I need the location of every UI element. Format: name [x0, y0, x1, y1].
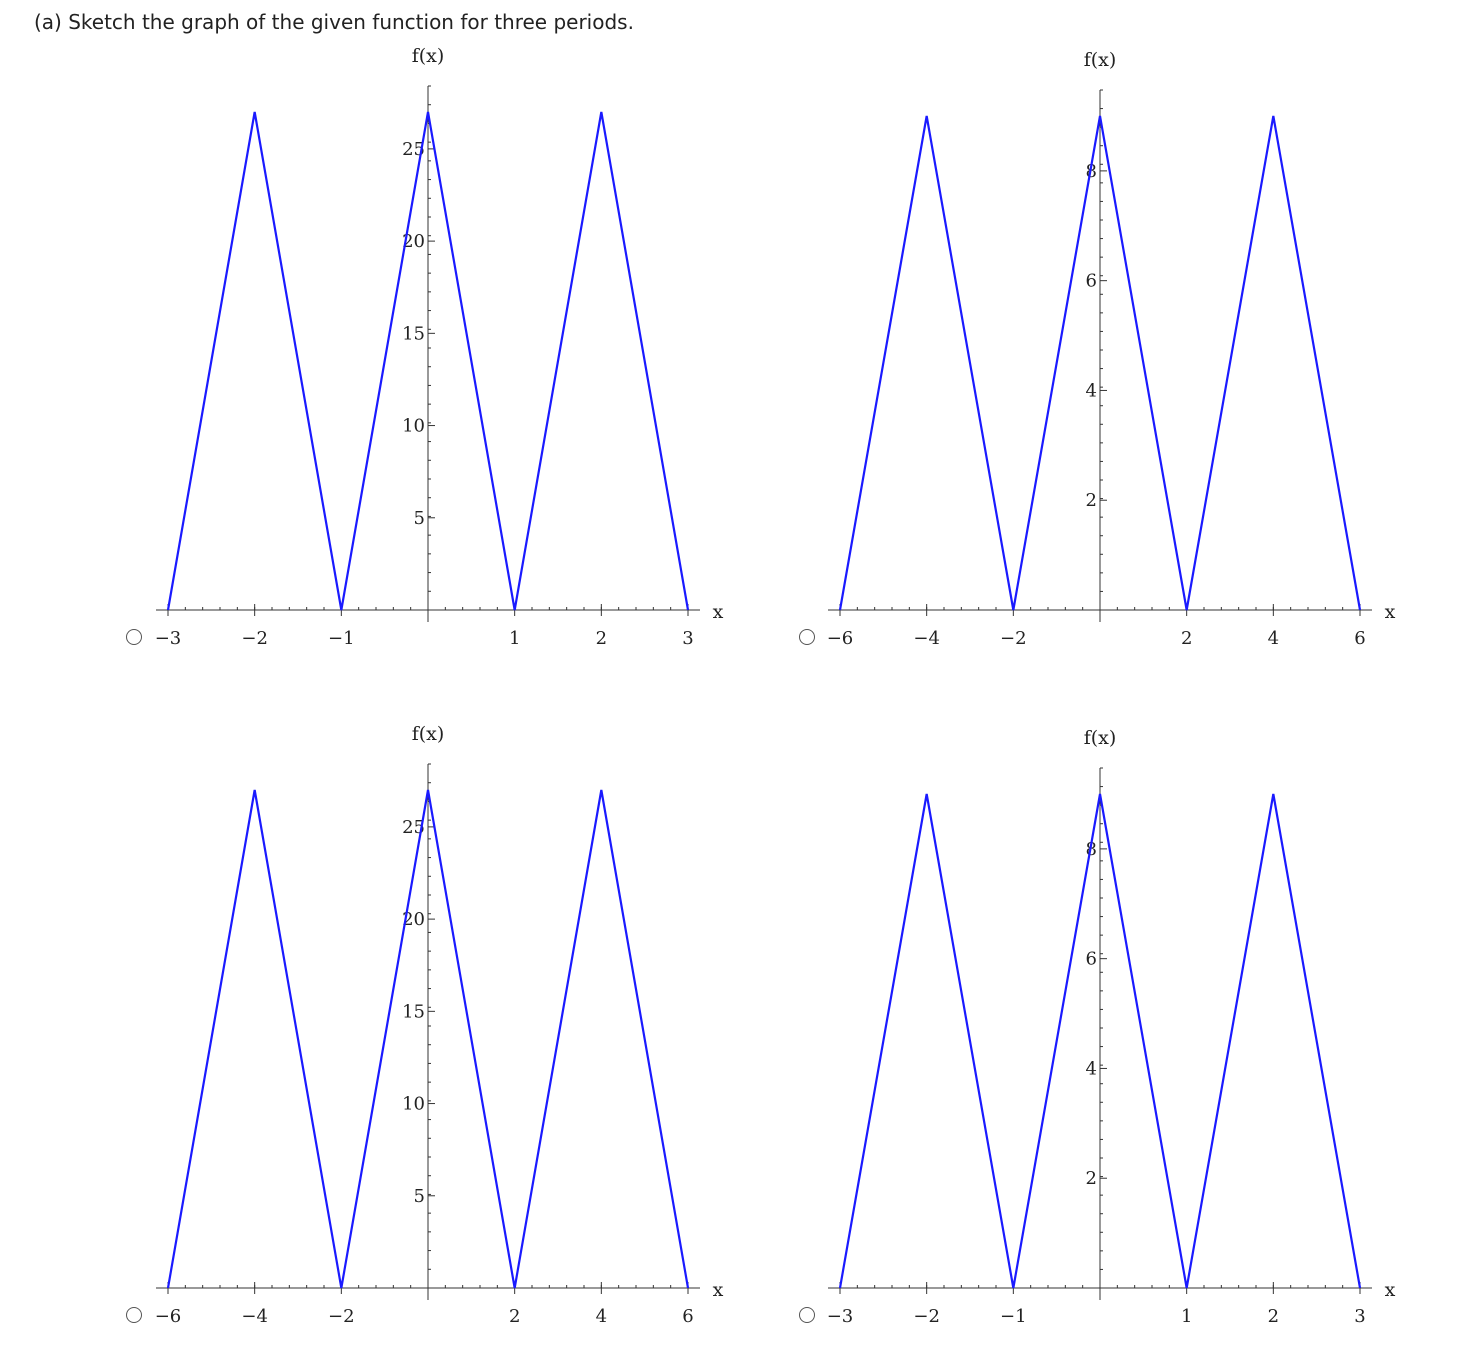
y-tick-label: 2	[1086, 490, 1097, 511]
y-tick-label: 8	[1086, 839, 1097, 860]
y-tick-label: 10	[402, 1094, 425, 1115]
x-tick-label: 3	[1354, 1306, 1365, 1327]
x-tick-label: 4	[1268, 628, 1279, 649]
x-tick-label: −4	[241, 1306, 268, 1327]
y-tick-label: 5	[414, 1186, 425, 1207]
y-tick-label: 25	[402, 139, 425, 160]
radio-button[interactable]	[126, 629, 142, 645]
x-tick-label: 4	[596, 1306, 607, 1327]
x-tick-label: −2	[913, 1306, 940, 1327]
x-tick-label: −4	[913, 628, 940, 649]
x-tick-label: −1	[1000, 1306, 1027, 1327]
x-tick-label: 1	[509, 628, 520, 649]
x-axis-label: x	[1385, 1279, 1396, 1301]
y-tick-label: 20	[402, 909, 425, 930]
series-line	[838, 793, 1362, 1289]
y-axis-label: f(x)	[412, 723, 445, 745]
y-tick-label: 2	[1086, 1168, 1097, 1189]
radio-button[interactable]	[126, 1307, 142, 1323]
y-axis-label: f(x)	[1084, 49, 1117, 71]
y-tick-label: 15	[402, 1001, 425, 1022]
x-tick-label: −2	[241, 628, 268, 649]
y-tick-label: 10	[402, 416, 425, 437]
x-tick-label: −1	[328, 628, 355, 649]
x-tick-label: 2	[1268, 1306, 1279, 1327]
series-line	[166, 111, 690, 611]
x-axis-label: x	[713, 1279, 724, 1301]
x-tick-label: 2	[596, 628, 607, 649]
y-tick-label: 6	[1086, 271, 1097, 292]
y-tick-label: 25	[402, 817, 425, 838]
x-tick-label: 6	[1354, 628, 1365, 649]
series-line	[838, 115, 1362, 611]
y-axis-label: f(x)	[412, 45, 445, 67]
radio-button[interactable]	[799, 629, 815, 645]
x-tick-label: 2	[509, 1306, 520, 1327]
x-axis-label: x	[713, 601, 724, 623]
x-tick-label: −3	[827, 1306, 854, 1327]
x-tick-label: 1	[1181, 1306, 1192, 1327]
y-tick-label: 15	[402, 323, 425, 344]
x-tick-label: 6	[682, 1306, 693, 1327]
y-tick-label: 8	[1086, 161, 1097, 182]
series-line	[166, 789, 690, 1289]
y-tick-label: 20	[402, 231, 425, 252]
y-axis-label: f(x)	[1084, 727, 1117, 749]
radio-button[interactable]	[799, 1307, 815, 1323]
question-text: (a) Sketch the graph of the given functi…	[34, 10, 634, 34]
x-tick-label: 3	[682, 628, 693, 649]
x-axis-label: x	[1385, 601, 1396, 623]
y-tick-label: 4	[1086, 380, 1097, 401]
y-tick-label: 5	[414, 508, 425, 529]
x-tick-label: −2	[1000, 628, 1027, 649]
x-tick-label: −2	[328, 1306, 355, 1327]
x-tick-label: −3	[155, 628, 182, 649]
x-tick-label: 2	[1181, 628, 1192, 649]
y-tick-label: 4	[1086, 1058, 1097, 1079]
x-tick-label: −6	[827, 628, 854, 649]
x-tick-label: −6	[155, 1306, 182, 1327]
y-tick-label: 6	[1086, 949, 1097, 970]
